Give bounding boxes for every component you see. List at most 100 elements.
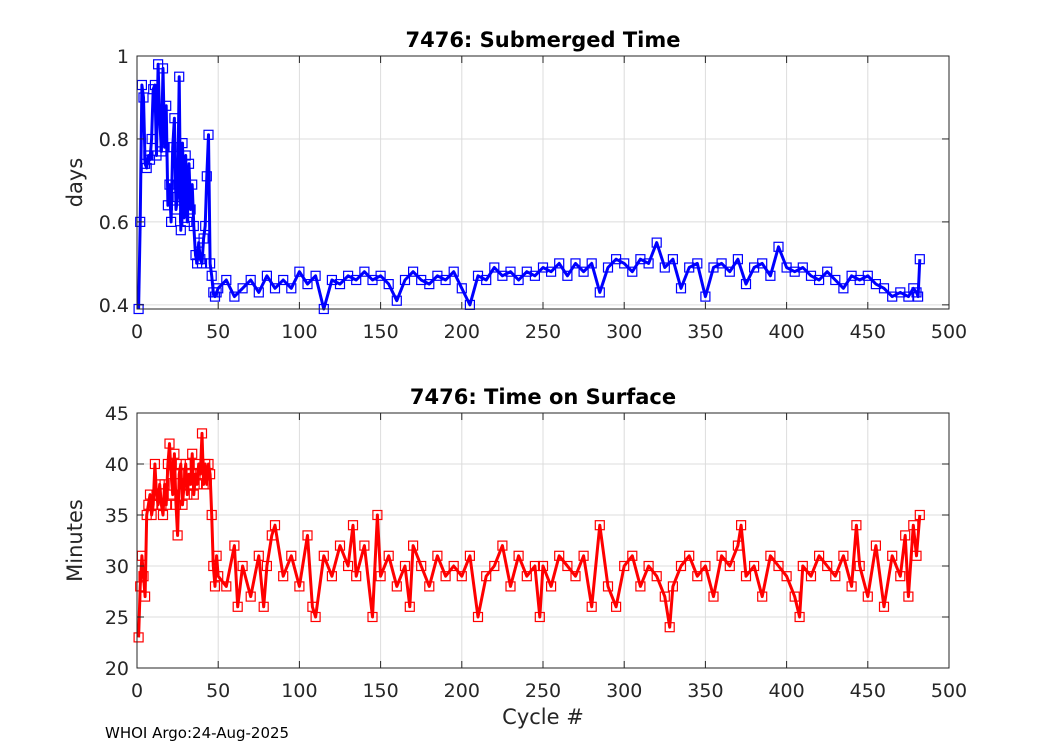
data-point-marker <box>424 279 435 290</box>
data-point-marker <box>146 509 157 521</box>
series-line <box>137 62 922 311</box>
data-point-marker <box>187 448 198 459</box>
data-point-marker <box>594 520 605 531</box>
data-point-marker <box>610 601 622 612</box>
data-point-marker <box>505 581 516 592</box>
data-point-marker <box>404 601 415 612</box>
data-point-marker <box>765 550 776 561</box>
data-point-marker <box>619 258 630 269</box>
data-point-marker <box>472 611 484 623</box>
data-point-marker <box>700 560 711 572</box>
time-on-surface-x-ticks: 0 50 100 150 200 250 300 350 400 450 500 <box>131 413 967 702</box>
data-point-marker <box>206 509 217 521</box>
data-point-marker <box>513 550 524 561</box>
data-point-marker <box>830 274 841 286</box>
data-point-marker <box>627 550 638 561</box>
data-point-marker <box>347 520 359 531</box>
y-tick-label: 1 <box>117 46 129 68</box>
data-point-marker <box>724 560 735 572</box>
data-point-marker <box>138 92 149 103</box>
data-point-marker <box>180 150 191 161</box>
data-point-marker <box>180 458 191 470</box>
x-tick-label: 250 <box>525 321 561 343</box>
data-point-marker <box>221 581 232 592</box>
data-point-marker <box>391 581 402 592</box>
data-point-marker <box>794 611 805 623</box>
data-point-marker <box>513 274 524 286</box>
data-point-marker <box>261 560 272 572</box>
data-point-marker <box>489 262 500 273</box>
y-tick-label: 40 <box>105 454 129 476</box>
data-point-marker <box>664 622 675 633</box>
data-point-marker <box>789 591 800 602</box>
x-tick-label: 0 <box>131 321 143 343</box>
data-point-marker <box>294 266 305 277</box>
data-point-marker <box>167 142 178 153</box>
data-point-marker <box>237 560 248 572</box>
data-point-marker <box>135 216 146 227</box>
x-tick-label: 450 <box>850 680 886 702</box>
data-point-marker <box>854 560 865 572</box>
data-point-marker <box>651 571 662 582</box>
data-point-marker <box>185 479 196 490</box>
data-point-marker <box>448 560 459 572</box>
data-point-marker <box>383 550 394 561</box>
data-point-marker <box>732 540 744 551</box>
data-point-marker <box>167 489 178 500</box>
y-tick-label: 30 <box>105 556 129 578</box>
data-point-marker <box>659 262 670 273</box>
data-point-marker <box>245 274 256 286</box>
data-point-marker <box>172 191 183 203</box>
data-point-marker <box>911 550 922 561</box>
data-point-marker <box>198 233 209 244</box>
submerged-time-plot: 0 50 100 150 200 250 300 350 400 450 500 0.4 0.6 0.8… <box>63 28 967 343</box>
data-point-marker <box>208 560 219 572</box>
data-point-marker <box>716 550 727 561</box>
x-tick-label: 150 <box>362 680 398 702</box>
data-point-marker <box>367 611 378 623</box>
series-line <box>137 431 922 638</box>
data-point-marker <box>862 591 873 602</box>
data-point-marker <box>213 283 224 294</box>
data-point-marker <box>182 489 193 500</box>
footer-credit: WHOI Argo:24-Aug-2025 <box>105 724 290 742</box>
data-point-marker <box>700 291 711 302</box>
data-point-marker <box>878 601 890 612</box>
data-point-marker <box>914 509 925 521</box>
data-point-marker <box>554 258 565 269</box>
data-point-marker <box>141 162 152 174</box>
data-point-marker <box>529 270 541 281</box>
data-point-marker <box>166 469 177 480</box>
data-point-marker <box>162 458 173 470</box>
data-point-marker <box>326 571 337 582</box>
data-point-marker <box>359 266 370 277</box>
x-tick-label: 300 <box>606 321 642 343</box>
data-point-marker <box>505 266 516 277</box>
y-tick-label: 0.6 <box>99 212 129 234</box>
data-point-marker <box>878 283 890 294</box>
data-point-marker <box>399 274 411 286</box>
data-point-marker <box>562 560 573 572</box>
data-point-marker <box>456 571 467 582</box>
data-point-marker <box>619 560 630 572</box>
data-point-marker <box>578 550 589 561</box>
data-point-marker <box>203 458 214 470</box>
data-point-marker <box>464 550 475 561</box>
data-point-marker <box>149 458 160 470</box>
data-point-marker <box>716 258 727 269</box>
data-point-marker <box>375 270 386 281</box>
time-on-surface-series <box>133 428 925 643</box>
data-point-marker <box>675 560 687 572</box>
data-point-marker <box>159 479 170 490</box>
data-point-marker <box>133 632 144 643</box>
data-point-marker <box>643 560 654 572</box>
data-point-marker <box>692 571 703 582</box>
data-point-marker <box>757 258 768 269</box>
data-point-marker <box>261 270 272 281</box>
data-point-marker <box>170 204 182 215</box>
data-point-marker <box>822 266 833 277</box>
data-point-marker <box>232 601 243 612</box>
x-tick-label: 100 <box>281 680 317 702</box>
data-point-marker <box>862 270 873 281</box>
x-tick-label: 200 <box>444 321 480 343</box>
